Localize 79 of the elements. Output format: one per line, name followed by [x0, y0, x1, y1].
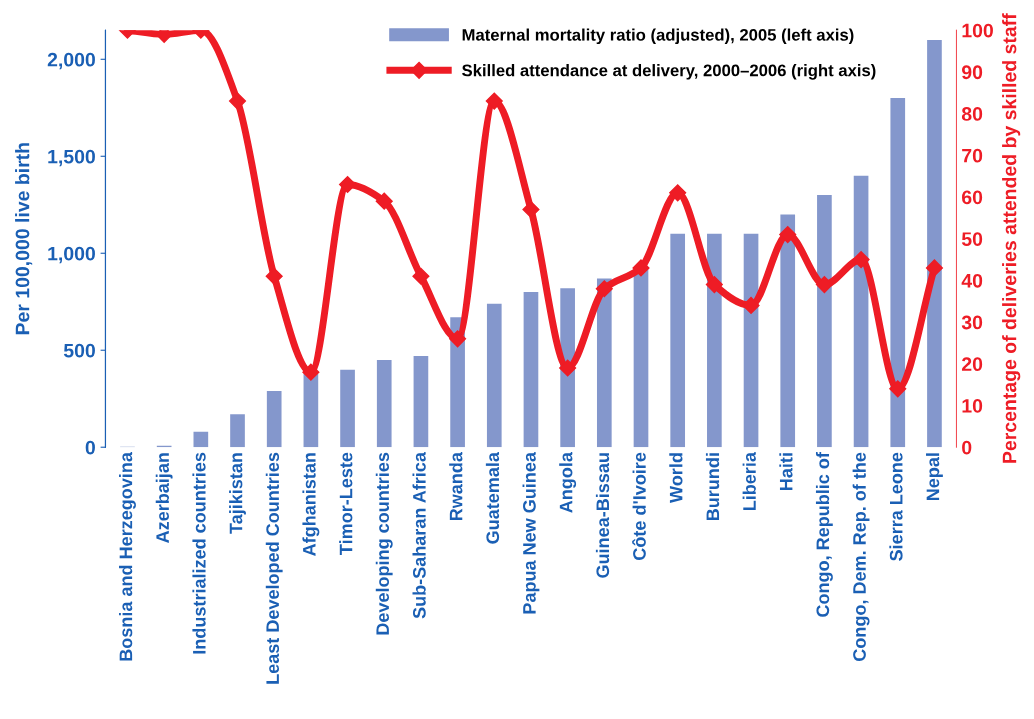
x-tick-label: Azerbaijan — [155, 453, 173, 543]
y2-tick-label: 50 — [961, 232, 983, 246]
bar — [230, 414, 245, 448]
point — [228, 92, 247, 110]
point — [485, 92, 503, 110]
x-tick-label: Papua New Guinea — [522, 451, 540, 614]
bar — [486, 303, 502, 448]
x-tick-label: Haiti — [779, 453, 793, 490]
y-tick-label: 1,500 — [48, 149, 95, 167]
bar — [780, 214, 796, 448]
bar — [413, 356, 429, 448]
x-tick-label: Industrialized countries — [192, 452, 206, 654]
point — [925, 259, 943, 277]
y-tick-label: 2,000 — [47, 52, 95, 70]
point — [375, 192, 393, 210]
y2-tick-label: 90 — [961, 65, 983, 80]
point — [302, 363, 320, 381]
bar — [817, 195, 832, 448]
x-tick-label: Timor-Leste — [339, 452, 353, 555]
x-tick-label: Developing countries — [375, 452, 393, 635]
point — [779, 225, 797, 244]
legend-label: Skilled attendance at delivery, 2000–2006 (right axis) — [462, 64, 876, 80]
x-tick-label: Sierra Leone — [889, 452, 903, 561]
x-tick-label: Liberia — [742, 451, 756, 511]
point — [705, 276, 723, 294]
y2-tick-label: 0 — [962, 440, 972, 455]
y2-tick-label: 60 — [962, 190, 983, 205]
x-tick-label: Burundi — [705, 453, 720, 521]
y2-tick-label: 10 — [962, 398, 983, 413]
y-tick-label: 500 — [63, 343, 95, 358]
x-tick-label: Congo, Dem. Rep. of the — [852, 452, 870, 661]
point — [522, 200, 540, 219]
bar — [853, 175, 869, 448]
point — [852, 251, 870, 269]
point — [889, 380, 907, 398]
x-tick-label: Rwanda — [449, 451, 463, 521]
x-tick-label: Nepal — [926, 453, 943, 501]
bar — [927, 39, 942, 448]
x-tick-label: World — [669, 453, 683, 503]
x-tick-label: Côte d'Ivoire — [632, 452, 646, 560]
y2-tick-label: 40 — [961, 273, 983, 288]
point — [449, 330, 467, 348]
bar — [303, 373, 319, 448]
bar — [266, 390, 282, 448]
x-tick-label: Bosnia and Herzegovina — [119, 451, 136, 661]
y-tick-label: 1,000 — [48, 246, 95, 264]
y-tick-label: 0 — [85, 440, 95, 455]
x-tick-label: Guinea-Bissau — [595, 453, 610, 578]
bar — [193, 431, 209, 448]
point — [265, 267, 283, 285]
point — [632, 259, 650, 277]
x-tick-label: Congo, Republic of — [815, 452, 833, 617]
x-tick-label: Least Developed Countries — [265, 452, 283, 684]
bar — [523, 292, 539, 448]
bar — [340, 369, 355, 448]
x-tick-label: Afghanistan — [302, 453, 320, 556]
y2-tick-label: 100 — [962, 23, 993, 38]
bar — [633, 268, 649, 448]
bar — [376, 359, 392, 448]
point — [669, 184, 687, 202]
point — [412, 267, 430, 285]
x-tick-label: Tajikistan — [229, 453, 246, 534]
point — [595, 280, 613, 298]
y2-tick-label: 70 — [962, 148, 983, 163]
x-tick-label: Sub-Saharan Africa — [412, 451, 426, 619]
legend-label: Maternal mortality ratio (adjusted), 2005 (left axis) — [462, 28, 854, 45]
point — [559, 359, 577, 377]
bar — [670, 233, 686, 448]
y2-tick-label: 80 — [961, 107, 983, 121]
y-axis-title: Per 100,000 live birth — [15, 143, 33, 335]
y2-tick-label: 30 — [961, 315, 983, 330]
point — [815, 276, 833, 294]
bar — [596, 278, 612, 448]
x-tick-label: Guatemala — [485, 451, 500, 544]
bar — [890, 98, 906, 448]
y2-axis-title: Percentage of deliveries attended by skilled staff — [1002, 13, 1021, 463]
bar — [707, 233, 722, 448]
y2-tick-label: 20 — [961, 357, 983, 372]
x-tick-label: Angola — [559, 451, 577, 513]
